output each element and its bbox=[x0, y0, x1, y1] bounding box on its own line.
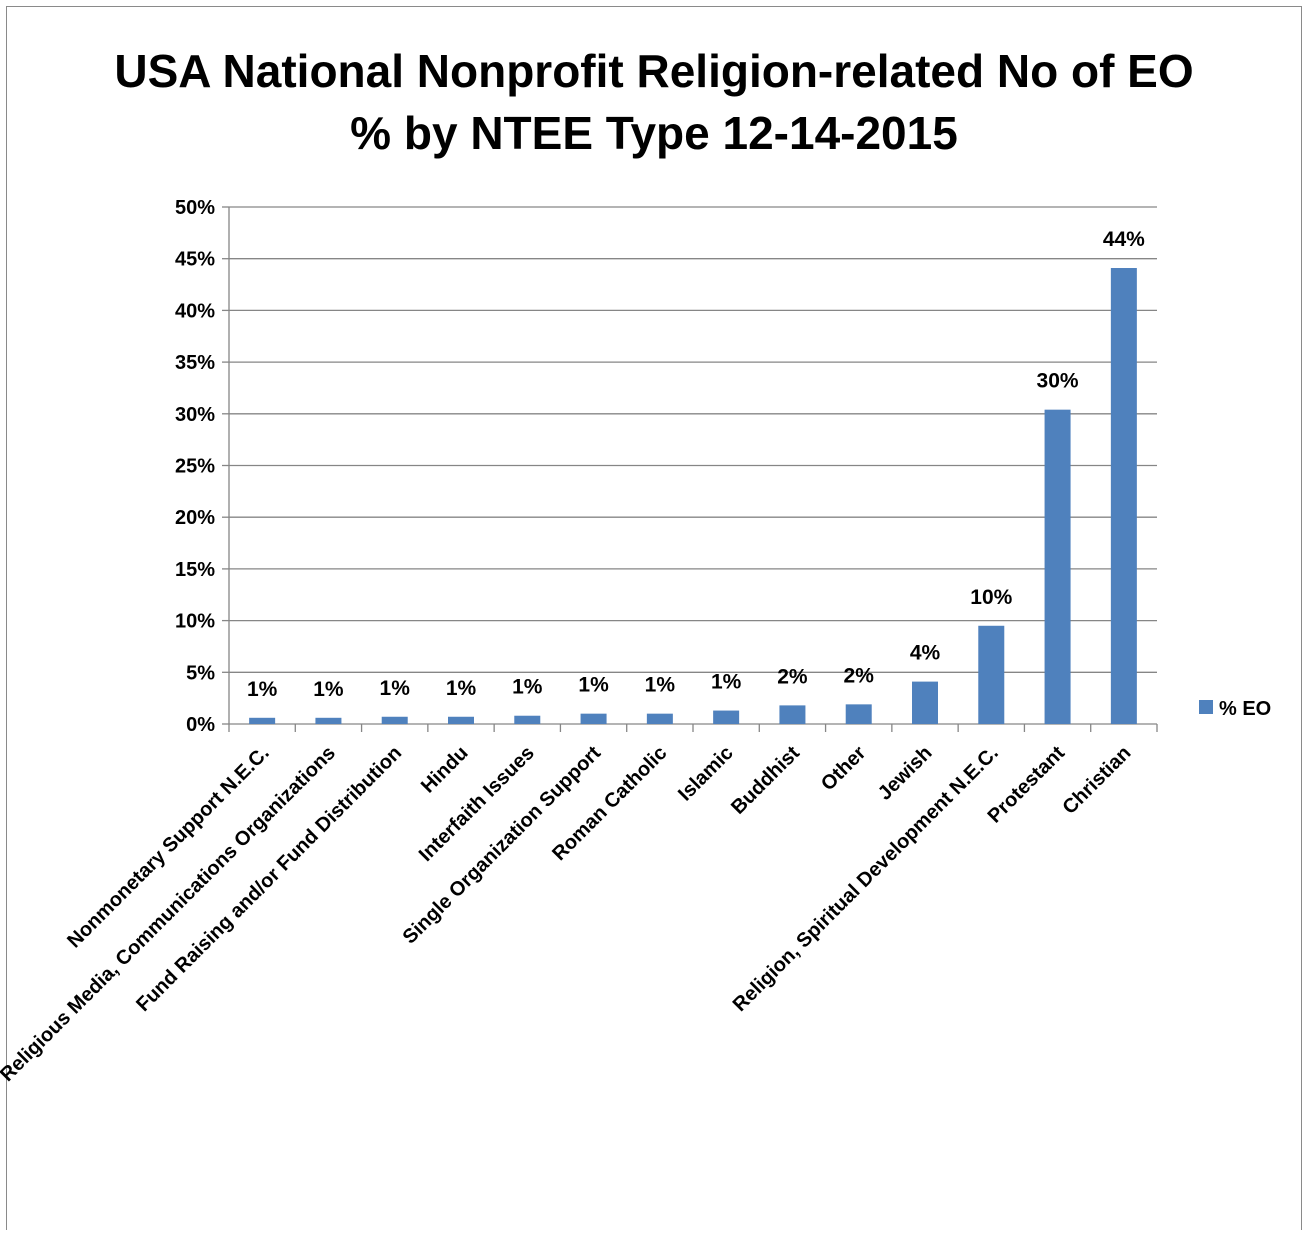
x-category-label: Hindu bbox=[417, 742, 473, 798]
data-label: 1% bbox=[711, 671, 742, 694]
x-category-label: Religious Media, Communications Organiza… bbox=[0, 742, 340, 1086]
data-label: 2% bbox=[777, 665, 808, 688]
data-label: 1% bbox=[446, 677, 477, 700]
y-tick-label: 40% bbox=[175, 300, 215, 322]
bar bbox=[315, 717, 342, 724]
y-tick-label: 20% bbox=[175, 507, 215, 529]
y-tick-label: 30% bbox=[175, 404, 215, 426]
data-label: 1% bbox=[578, 674, 609, 697]
data-label: 44% bbox=[1103, 228, 1145, 251]
data-label: 1% bbox=[645, 674, 676, 697]
legend-label: % EO bbox=[1219, 698, 1271, 720]
data-label: 1% bbox=[512, 676, 543, 699]
chart-title-line-2: % by NTEE Type 12-14-2015 bbox=[350, 107, 958, 159]
data-label: 1% bbox=[247, 678, 278, 701]
data-label: 1% bbox=[380, 677, 411, 700]
y-tick-label: 35% bbox=[175, 352, 215, 374]
data-label: 2% bbox=[844, 664, 875, 687]
data-label: 1% bbox=[313, 678, 344, 701]
bar bbox=[646, 713, 673, 724]
x-category-label: Islamic bbox=[674, 742, 738, 806]
data-label: 10% bbox=[970, 586, 1012, 609]
x-category-label: Other bbox=[817, 742, 870, 795]
legend-swatch bbox=[1199, 700, 1213, 714]
y-tick-label: 0% bbox=[186, 714, 215, 736]
y-tick-label: 25% bbox=[175, 456, 215, 478]
y-tick-label: 10% bbox=[175, 611, 215, 633]
data-label: 30% bbox=[1037, 370, 1079, 393]
x-category-label: Roman Catholic bbox=[548, 742, 671, 865]
x-category-label: Christian bbox=[1059, 742, 1136, 819]
y-tick-label: 50% bbox=[175, 197, 215, 219]
bar bbox=[381, 716, 408, 724]
x-category-label: Interfaith Issues bbox=[415, 742, 539, 866]
chart-title-line-1: USA National Nonprofit Religion-related … bbox=[114, 45, 1194, 97]
x-category-label: Buddhist bbox=[727, 742, 804, 819]
chart-title: USA National Nonprofit Religion-related … bbox=[6, 40, 1302, 164]
bar bbox=[249, 717, 276, 724]
y-tick-label: 5% bbox=[186, 662, 215, 684]
bar bbox=[912, 681, 938, 724]
x-category-label: Fund Raising and/or Fund Distribution bbox=[132, 742, 406, 1016]
y-tick-label: 45% bbox=[175, 249, 215, 271]
bar bbox=[580, 713, 607, 724]
bar bbox=[448, 716, 474, 724]
bar bbox=[1044, 409, 1071, 724]
x-category-label: Jewish bbox=[874, 742, 937, 805]
chart-frame bbox=[6, 6, 1302, 1230]
bar bbox=[779, 705, 806, 724]
data-label: 4% bbox=[910, 642, 941, 665]
bar bbox=[514, 715, 541, 724]
bar bbox=[713, 710, 740, 724]
y-tick-label: 15% bbox=[175, 559, 215, 581]
bar bbox=[845, 704, 872, 724]
bar bbox=[978, 625, 1005, 724]
bar bbox=[1110, 268, 1137, 724]
